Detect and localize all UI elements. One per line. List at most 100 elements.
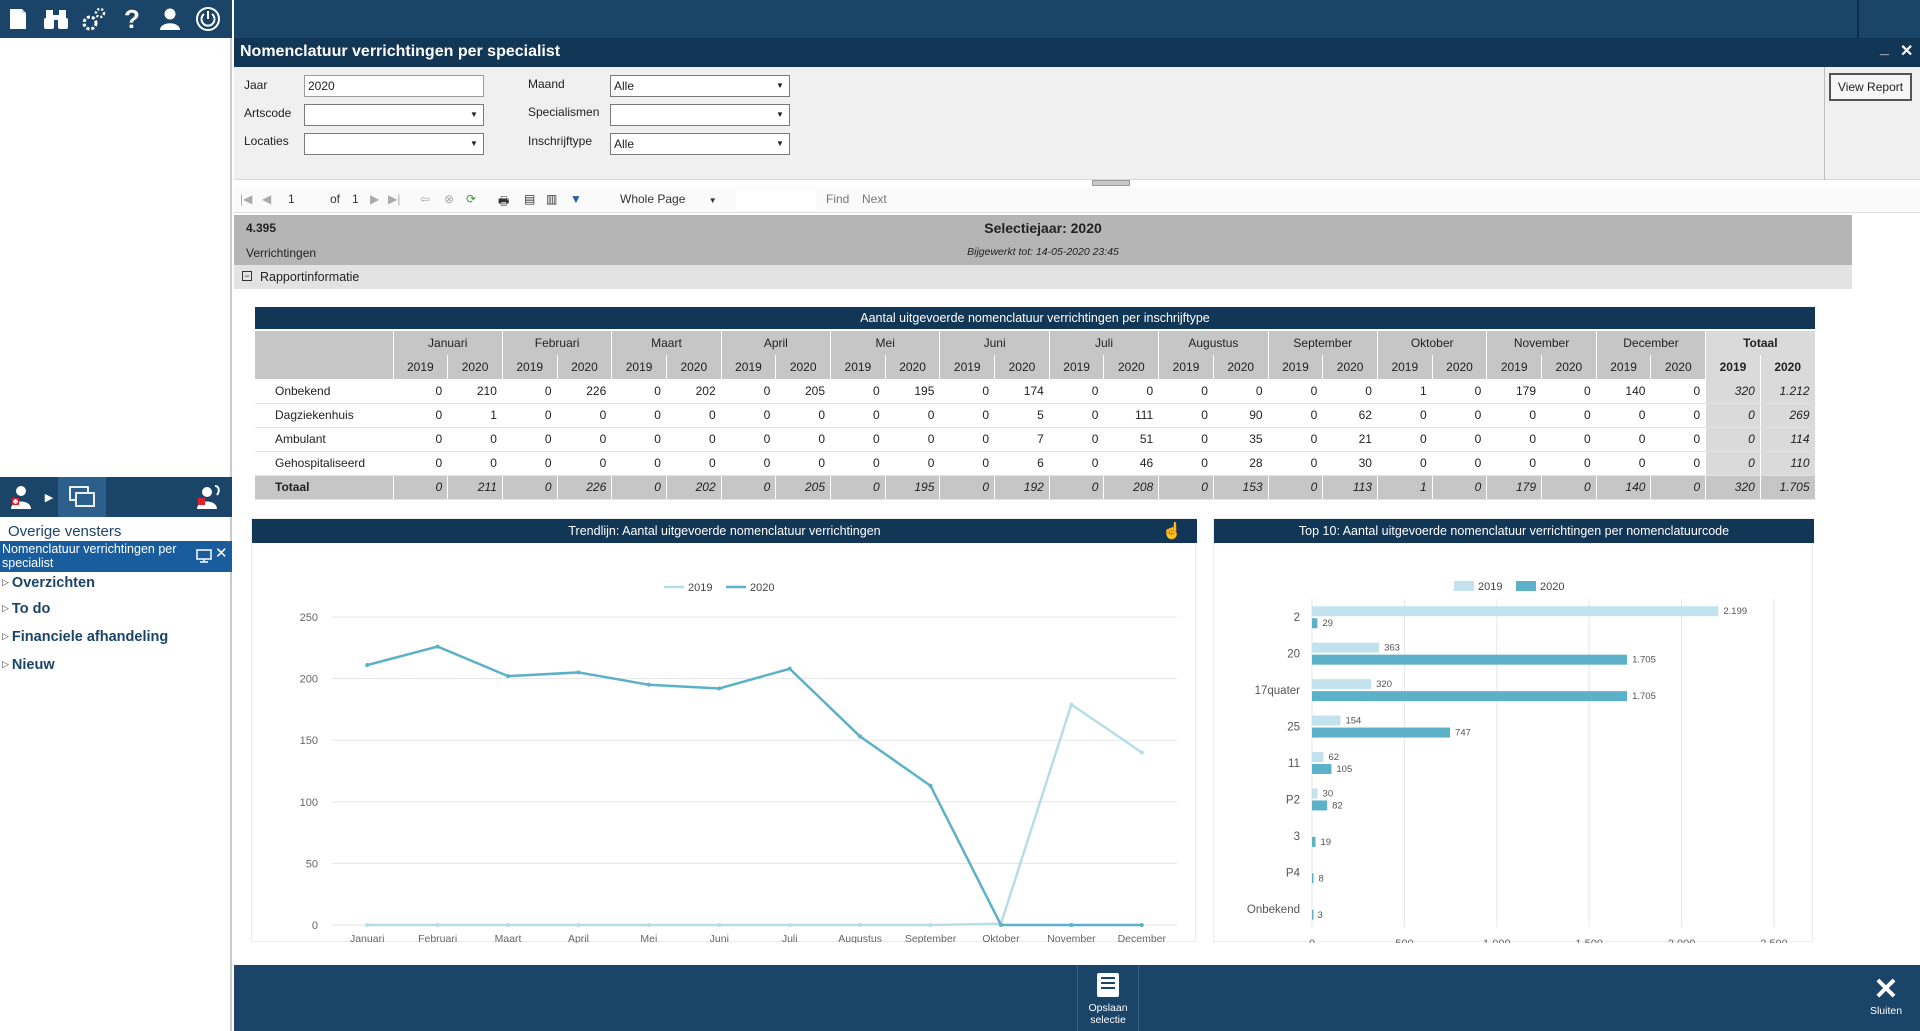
- data-point: [435, 923, 440, 927]
- expand-icon: ▷: [2, 603, 9, 613]
- trend-chart-plot: 0 50 100 150 200 250 Januari Februari Maart April…: [300, 582, 1177, 943]
- table-cell: 7: [994, 427, 1050, 452]
- inschrijftype-select[interactable]: Alle ▼: [610, 133, 790, 155]
- doctor-icon[interactable]: [2, 477, 40, 517]
- year-header: 2019: [611, 355, 667, 379]
- find-input[interactable]: [736, 190, 816, 210]
- window-titlebar: Nomenclatuur verrichtingen per specialis…: [234, 38, 1920, 67]
- binoculars-icon[interactable]: [42, 5, 70, 33]
- bar-2020: [1312, 873, 1314, 884]
- table-cell: 153: [1213, 475, 1269, 500]
- user-icon[interactable]: [156, 5, 184, 33]
- year-header: 2020: [447, 355, 503, 379]
- month-header: Maart: [611, 331, 722, 355]
- first-page-icon[interactable]: |◀: [240, 192, 253, 206]
- year-header: 2019: [1049, 355, 1105, 379]
- locaties-select[interactable]: ▼: [304, 133, 484, 155]
- windows-icon[interactable]: [58, 477, 106, 517]
- table-cell: 0: [1158, 451, 1214, 476]
- year-header: 2020: [994, 355, 1050, 379]
- find-link[interactable]: Find: [826, 192, 850, 206]
- bar-2019: [1312, 642, 1380, 653]
- table-cell: 0: [1268, 451, 1324, 476]
- print-icon[interactable]: 🖶: [498, 194, 510, 208]
- table-cell: 0: [447, 427, 503, 452]
- x-tick-label: Februari: [418, 933, 457, 943]
- page-layout-icon[interactable]: ▤: [524, 192, 536, 206]
- year-header: 2020: [557, 355, 613, 379]
- power-icon[interactable]: [194, 5, 222, 33]
- stop-icon[interactable]: ⊗: [444, 192, 455, 206]
- nav-item-todo[interactable]: ▷ To do: [2, 601, 51, 617]
- save-selection-button[interactable]: Opslaan selectie: [1077, 965, 1139, 1031]
- gears-icon[interactable]: [80, 5, 108, 33]
- prev-page-icon[interactable]: ◀: [262, 192, 272, 206]
- y-tick-label: 250: [300, 612, 318, 624]
- back-icon[interactable]: ⇦: [420, 192, 431, 206]
- artscode-select[interactable]: ▼: [304, 104, 484, 126]
- month-header: December: [1596, 331, 1707, 355]
- table-row: Gehospitaliseerd 0 0 0 0 0 0 0 0 0 0 0 6 0 46 0 28 0 30 0 0 0…: [255, 451, 1816, 476]
- data-table: Januari Februari Maart April Mei Juni Juli Augu…: [255, 331, 1816, 500]
- x-tick-label: 2.500: [1760, 938, 1788, 943]
- doctor-alert-icon[interactable]: [190, 477, 228, 517]
- zoom-select[interactable]: Whole Page ▼: [620, 192, 717, 206]
- save-icon: [1097, 973, 1119, 997]
- table-cell: 0: [666, 403, 722, 428]
- page-number-input[interactable]: 1: [288, 192, 295, 206]
- data-point: [506, 674, 511, 679]
- table-cell: 0: [557, 427, 613, 452]
- maand-select[interactable]: Alle ▼: [610, 75, 790, 97]
- minimize-button[interactable]: _: [1880, 40, 1889, 57]
- monitor-icon[interactable]: [196, 549, 212, 566]
- collapse-params-handle[interactable]: [1092, 180, 1130, 186]
- table-cell: 0: [1213, 379, 1269, 404]
- month-header: November: [1486, 331, 1597, 355]
- refresh-icon[interactable]: ⟳: [466, 192, 477, 206]
- pointer-icon[interactable]: ☝: [1162, 523, 1182, 540]
- close-window-icon[interactable]: ✕: [215, 545, 228, 562]
- bar-2019: [1312, 679, 1372, 690]
- report-info-toggle[interactable]: − Rapportinformatie: [234, 265, 1852, 289]
- expand-box-icon[interactable]: −: [242, 271, 252, 281]
- total-cell: 1.212: [1760, 379, 1816, 404]
- close-app-button[interactable]: ✕ Sluiten: [1856, 965, 1916, 1031]
- year-header: 2020: [775, 355, 832, 379]
- last-page-icon[interactable]: ▶|: [388, 192, 401, 206]
- y-tick-label: P4: [1286, 867, 1301, 879]
- export-icon[interactable]: ▼: [570, 192, 582, 206]
- help-icon[interactable]: ?: [124, 3, 140, 34]
- report-toolbar: |◀ ◀ 1 of 1 ▶ ▶| ⇦ ⊗ ⟳ 🖶 ▤ ▥ ▼ Whole Pag…: [234, 187, 1920, 213]
- data-label: 30: [1323, 788, 1334, 799]
- page-setup-icon[interactable]: ▥: [546, 192, 558, 206]
- nav-item-financiele-afhandeling[interactable]: ▷ Financiele afhandeling: [2, 629, 169, 645]
- table-cell: 0: [1268, 475, 1324, 500]
- jaar-input[interactable]: 2020: [304, 75, 484, 97]
- table-cell: 0: [1049, 379, 1105, 404]
- table-cell: 0: [721, 427, 777, 452]
- view-report-button[interactable]: View Report: [1829, 73, 1912, 101]
- data-point: [998, 923, 1003, 927]
- next-link[interactable]: Next: [862, 192, 887, 206]
- header-corner: [255, 355, 394, 379]
- bar-2020: [1312, 836, 1316, 847]
- table-cell: 0: [557, 403, 613, 428]
- table-cell: 1: [1377, 379, 1433, 404]
- table-cell: 0: [393, 451, 449, 476]
- nav-item-overzichten[interactable]: ▷ Overzichten: [2, 575, 95, 591]
- table-cell: 0: [1596, 451, 1652, 476]
- table-cell: 0: [1486, 451, 1543, 476]
- table-cell: 0: [721, 379, 777, 404]
- table-cell: 0: [1596, 427, 1652, 452]
- chevron-right-icon[interactable]: ▶: [44, 491, 54, 504]
- bar-2019: [1312, 788, 1318, 799]
- close-button[interactable]: ✕: [1900, 43, 1914, 60]
- document-icon[interactable]: [4, 5, 32, 33]
- table-cell: 0: [1377, 427, 1433, 452]
- table-cell: 0: [830, 379, 886, 404]
- current-window-item[interactable]: Nomenclatuur verrichtingen per specialis…: [0, 541, 232, 572]
- nav-item-nieuw[interactable]: ▷ Nieuw: [2, 657, 55, 673]
- table-cell: 202: [666, 379, 722, 404]
- specialismen-select[interactable]: ▼: [610, 104, 790, 126]
- next-page-icon[interactable]: ▶: [370, 192, 380, 206]
